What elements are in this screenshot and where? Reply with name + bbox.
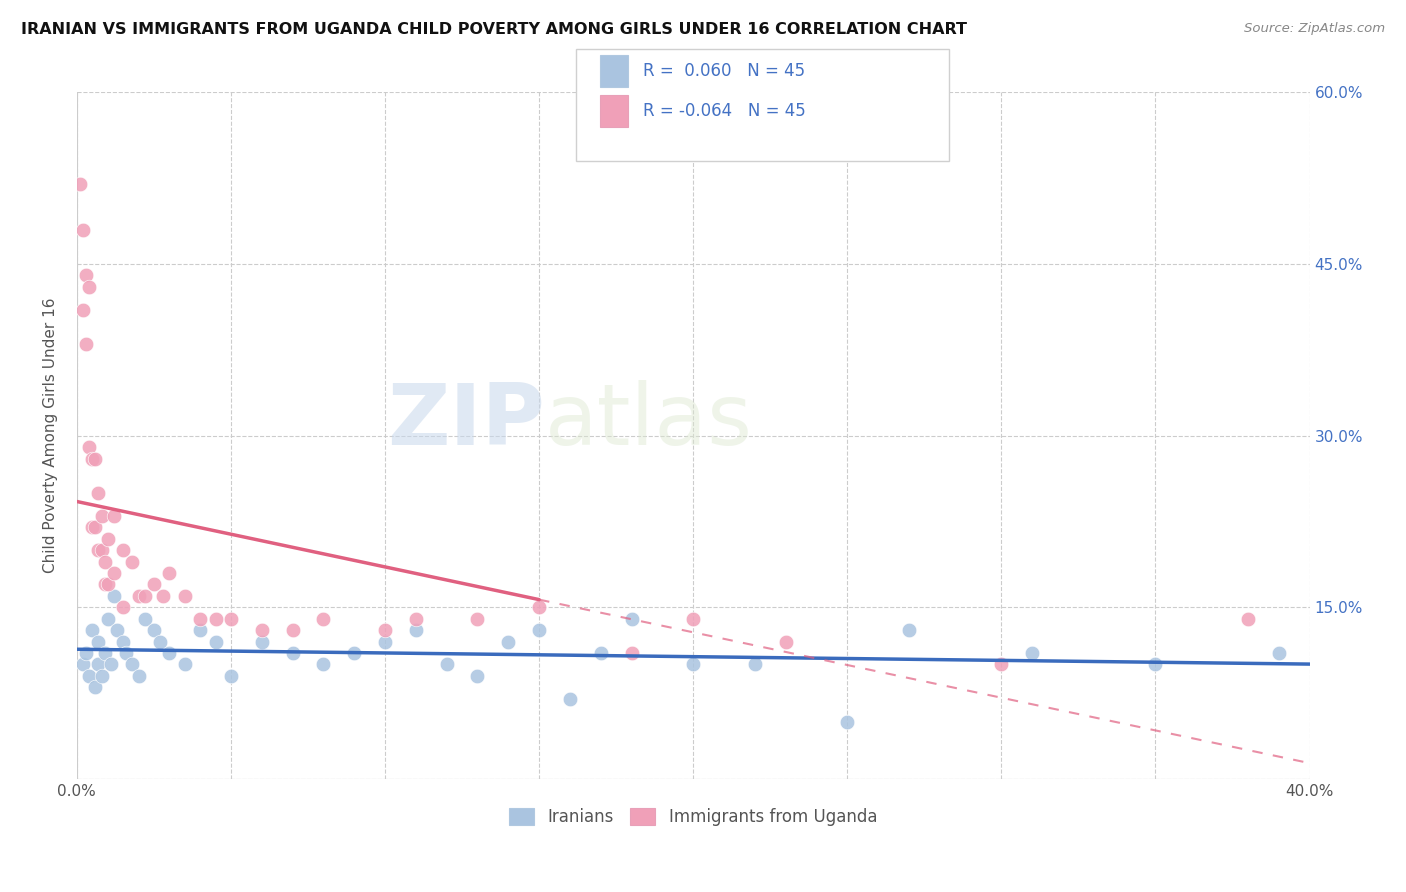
Text: ZIP: ZIP <box>388 380 546 464</box>
Point <box>281 646 304 660</box>
Text: atlas: atlas <box>546 380 754 464</box>
Point <box>115 646 138 660</box>
Point <box>775 634 797 648</box>
Point <box>343 646 366 660</box>
Point <box>527 623 550 637</box>
Point <box>69 177 91 191</box>
Point <box>134 612 156 626</box>
Point <box>188 612 211 626</box>
Point <box>112 600 135 615</box>
Point <box>82 623 104 637</box>
Point <box>620 612 643 626</box>
Point <box>149 634 172 648</box>
Point <box>72 302 94 317</box>
Point <box>121 657 143 672</box>
Point <box>134 589 156 603</box>
Point <box>97 577 120 591</box>
Point <box>374 634 396 648</box>
Point <box>173 657 195 672</box>
Point <box>142 577 165 591</box>
Point <box>93 646 115 660</box>
Point <box>84 681 107 695</box>
Point <box>87 486 110 500</box>
Point <box>100 657 122 672</box>
Point <box>281 623 304 637</box>
Point <box>837 714 859 729</box>
Point <box>250 634 273 648</box>
Point <box>93 577 115 591</box>
Text: R = -0.064   N = 45: R = -0.064 N = 45 <box>643 102 806 120</box>
Point <box>121 554 143 568</box>
Point <box>87 634 110 648</box>
Point <box>405 623 427 637</box>
Point <box>405 612 427 626</box>
Point <box>173 589 195 603</box>
Point <box>77 669 100 683</box>
Point <box>990 657 1012 672</box>
Point <box>498 634 520 648</box>
Point <box>84 451 107 466</box>
Point <box>93 554 115 568</box>
Point <box>84 520 107 534</box>
Point <box>97 612 120 626</box>
Point <box>90 543 112 558</box>
Point <box>82 520 104 534</box>
Point <box>77 280 100 294</box>
Point <box>312 657 335 672</box>
Point <box>72 222 94 236</box>
Point <box>374 623 396 637</box>
Point <box>97 532 120 546</box>
Point <box>77 440 100 454</box>
Point <box>250 623 273 637</box>
Point <box>152 589 174 603</box>
Point <box>75 646 97 660</box>
Point <box>128 669 150 683</box>
Point <box>157 646 180 660</box>
Point <box>219 669 242 683</box>
Point <box>103 508 125 523</box>
Text: IRANIAN VS IMMIGRANTS FROM UGANDA CHILD POVERTY AMONG GIRLS UNDER 16 CORRELATION: IRANIAN VS IMMIGRANTS FROM UGANDA CHILD … <box>21 22 967 37</box>
Point <box>1237 612 1260 626</box>
Point <box>103 589 125 603</box>
Point <box>467 612 489 626</box>
Point <box>219 612 242 626</box>
Point <box>204 612 226 626</box>
Point <box>90 508 112 523</box>
Point <box>112 634 135 648</box>
Y-axis label: Child Poverty Among Girls Under 16: Child Poverty Among Girls Under 16 <box>44 298 58 574</box>
Point <box>436 657 458 672</box>
Point <box>188 623 211 637</box>
Point <box>589 646 612 660</box>
Point <box>527 600 550 615</box>
Point <box>312 612 335 626</box>
Text: Source: ZipAtlas.com: Source: ZipAtlas.com <box>1244 22 1385 36</box>
Point <box>128 589 150 603</box>
Point <box>112 543 135 558</box>
Legend: Iranians, Immigrants from Uganda: Iranians, Immigrants from Uganda <box>502 801 884 832</box>
Point <box>620 646 643 660</box>
Text: R =  0.060   N = 45: R = 0.060 N = 45 <box>643 62 804 80</box>
Point <box>682 612 704 626</box>
Point <box>142 623 165 637</box>
Point <box>1144 657 1167 672</box>
Point <box>467 669 489 683</box>
Point <box>87 657 110 672</box>
Point <box>744 657 766 672</box>
Point <box>75 268 97 283</box>
Point <box>204 634 226 648</box>
Point <box>103 566 125 580</box>
Point <box>1021 646 1043 660</box>
Point <box>558 691 581 706</box>
Point <box>157 566 180 580</box>
Point <box>1267 646 1289 660</box>
Point <box>75 337 97 351</box>
Point <box>682 657 704 672</box>
Point <box>82 451 104 466</box>
Point <box>87 543 110 558</box>
Point <box>897 623 920 637</box>
Point <box>105 623 128 637</box>
Point <box>72 657 94 672</box>
Point <box>90 669 112 683</box>
